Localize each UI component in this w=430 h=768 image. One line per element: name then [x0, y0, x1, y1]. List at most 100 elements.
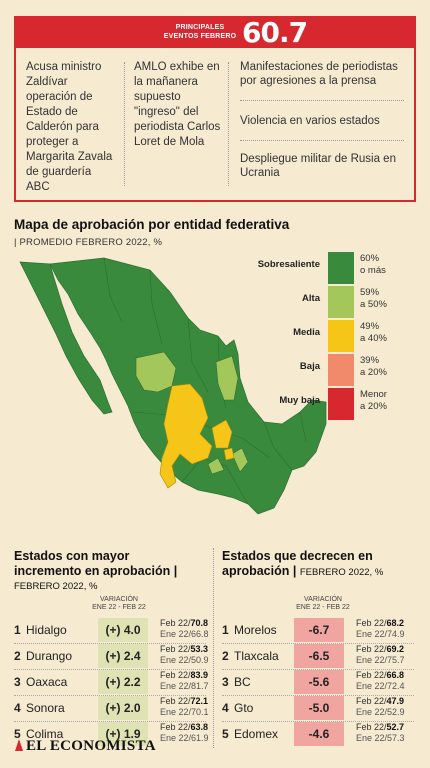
legend-swatch — [328, 252, 354, 284]
legend-name: Baja — [299, 361, 320, 372]
legend-name: Sobresaliente — [257, 259, 320, 270]
legend-range: Menor a 20% — [360, 389, 387, 412]
table-row: 5 Edomex -4.6 Feb 22/52.7 Ene 22/57.3 — [222, 722, 418, 748]
map-subtitle: | PROMEDIO FEBRERO 2022, % — [14, 237, 163, 248]
row-variation: (+) 2.0 — [98, 696, 148, 720]
row-state: Oaxaca — [26, 675, 68, 689]
map-state-alta — [207, 457, 225, 475]
row-feb: Feb 22/63.8 — [160, 722, 209, 732]
legend-swatch — [328, 286, 354, 318]
row-state: Tlaxcala — [234, 649, 279, 663]
row-ene: Ene 22/66.8 — [160, 629, 209, 639]
row-ene: Ene 22/74.9 — [356, 629, 405, 639]
legend-swatch — [328, 388, 354, 420]
legend-range: 39% a 20% — [360, 355, 387, 378]
events-header-label: PRINCIPALES EVENTOS FEBRERO — [163, 24, 237, 40]
map-title: Mapa de aprobación por entidad federativ… — [14, 217, 290, 232]
map-state-alta — [215, 355, 239, 401]
events-box: PRINCIPALES EVENTOS FEBRERO 60.7 Acusa m… — [14, 16, 416, 202]
table-divider — [213, 548, 214, 748]
table-row: 2 Tlaxcala -6.5 Feb 22/69.2 Ene 22/75.7 — [222, 644, 418, 670]
legend-range: 49% a 40% — [360, 321, 387, 344]
row-divider — [14, 669, 206, 670]
table-row: 4 Gto -5.0 Feb 22/47.9 Ene 22/52.9 — [222, 696, 418, 722]
row-feb: Feb 22/83.9 — [160, 670, 209, 680]
row-variation: -6.5 — [294, 644, 344, 668]
row-ene: Ene 22/50.9 — [160, 655, 209, 665]
events-header: PRINCIPALES EVENTOS FEBRERO 60.7 — [16, 16, 414, 49]
el-economista-logo: EL ECONOMISTA — [14, 738, 156, 755]
legend-name: Muy baja — [279, 395, 320, 406]
increase-var-header: VARIACIÓN ENE 22 - FEB 22 — [92, 596, 146, 611]
event-violencia: Violencia en varios estados — [240, 115, 380, 127]
row-variation: -4.6 — [294, 722, 344, 746]
row-state: Colima — [26, 727, 64, 741]
row-feb: Feb 22/52.7 — [356, 722, 405, 732]
row-variation: (+) 4.0 — [98, 618, 148, 642]
table-row: 1 Morelos -6.7 Feb 22/68.2 Ene 22/74.9 — [222, 618, 418, 644]
map-state-media — [223, 447, 235, 461]
legend-range: 60% o más — [360, 253, 386, 276]
row-ene: Ene 22/75.7 — [356, 655, 405, 665]
map-state-alta — [135, 351, 177, 393]
row-feb: Feb 22/47.9 — [356, 696, 405, 706]
row-rank: 5 — [222, 727, 229, 741]
row-rank: 5 — [14, 727, 21, 741]
table-row: 3 BC -5.6 Feb 22/66.8 Ene 22/72.4 — [222, 670, 418, 696]
row-rank: 2 — [14, 649, 21, 663]
row-rank: 2 — [222, 649, 229, 663]
table-row: 1 Hidalgo (+) 4.0 Feb 22/70.8 Ene 22/66.8 — [14, 618, 210, 644]
mexico-map — [19, 257, 327, 515]
row-state: Hidalgo — [26, 623, 67, 637]
row-variation: -5.6 — [294, 670, 344, 694]
row-state: BC — [234, 675, 251, 689]
row-rank: 3 — [222, 675, 229, 689]
row-ene: Ene 22/81.7 — [160, 681, 209, 691]
row-ene: Ene 22/70.1 — [160, 707, 209, 717]
row-divider — [222, 695, 414, 696]
row-feb: Feb 22/72.1 — [160, 696, 209, 706]
row-variation: (+) 1.9 — [98, 722, 148, 746]
row-rank: 4 — [222, 701, 229, 715]
row-feb: Feb 22/68.2 — [356, 618, 405, 628]
event-zaldivar: Acusa ministro Zaldívar operación de Est… — [26, 61, 113, 193]
row-ene: Ene 22/52.9 — [356, 707, 405, 717]
decrease-var-header: VARIACIÓN ENE 22 - FEB 22 — [296, 596, 350, 611]
row-ene: Ene 22/57.3 — [356, 733, 405, 743]
row-state: Sonora — [26, 701, 65, 715]
row-feb: Feb 22/53.3 — [160, 644, 209, 654]
row-divider — [14, 643, 206, 644]
approval-value: 60.7 — [242, 16, 308, 49]
event-periodistas: Manifestaciones de periodistas por agres… — [240, 61, 398, 87]
row-divider — [222, 669, 414, 670]
row-divider — [14, 695, 206, 696]
row-divider — [222, 721, 414, 722]
map-state-media — [159, 383, 213, 489]
row-variation: -6.7 — [294, 618, 344, 642]
map-state-media — [211, 419, 233, 449]
row-divider — [222, 643, 414, 644]
legend-swatch — [328, 354, 354, 386]
decrease-title: Estados que decrecen en aprobación | FEB… — [222, 549, 384, 578]
row-state: Morelos — [234, 623, 277, 637]
table-row: 5 Colima (+) 1.9 Feb 22/63.8 Ene 22/61.9 — [14, 722, 210, 748]
table-row: 4 Sonora (+) 2.0 Feb 22/72.1 Ene 22/70.1 — [14, 696, 210, 722]
row-state: Edomex — [234, 727, 279, 741]
row-divider — [14, 721, 206, 722]
increase-title: Estados con mayor incremento en aprobaci… — [14, 549, 178, 592]
row-rank: 1 — [222, 623, 229, 637]
legend-range: 59% a 50% — [360, 287, 387, 310]
row-ene: Ene 22/61.9 — [160, 733, 209, 743]
table-row: 2 Durango (+) 2.4 Feb 22/53.3 Ene 22/50.9 — [14, 644, 210, 670]
row-variation: (+) 2.2 — [98, 670, 148, 694]
divider — [124, 62, 125, 186]
row-feb: Feb 22/66.8 — [356, 670, 405, 680]
event-rusia: Despliegue militar de Rusia en Ucrania — [240, 153, 396, 179]
row-rank: 4 — [14, 701, 21, 715]
divider — [240, 100, 404, 101]
map-state-alta — [231, 447, 249, 473]
table-row: 3 Oaxaca (+) 2.2 Feb 22/83.9 Ene 22/81.7 — [14, 670, 210, 696]
row-feb: Feb 22/69.2 — [356, 644, 405, 654]
row-variation: -5.0 — [294, 696, 344, 720]
legend-name: Alta — [302, 293, 320, 304]
